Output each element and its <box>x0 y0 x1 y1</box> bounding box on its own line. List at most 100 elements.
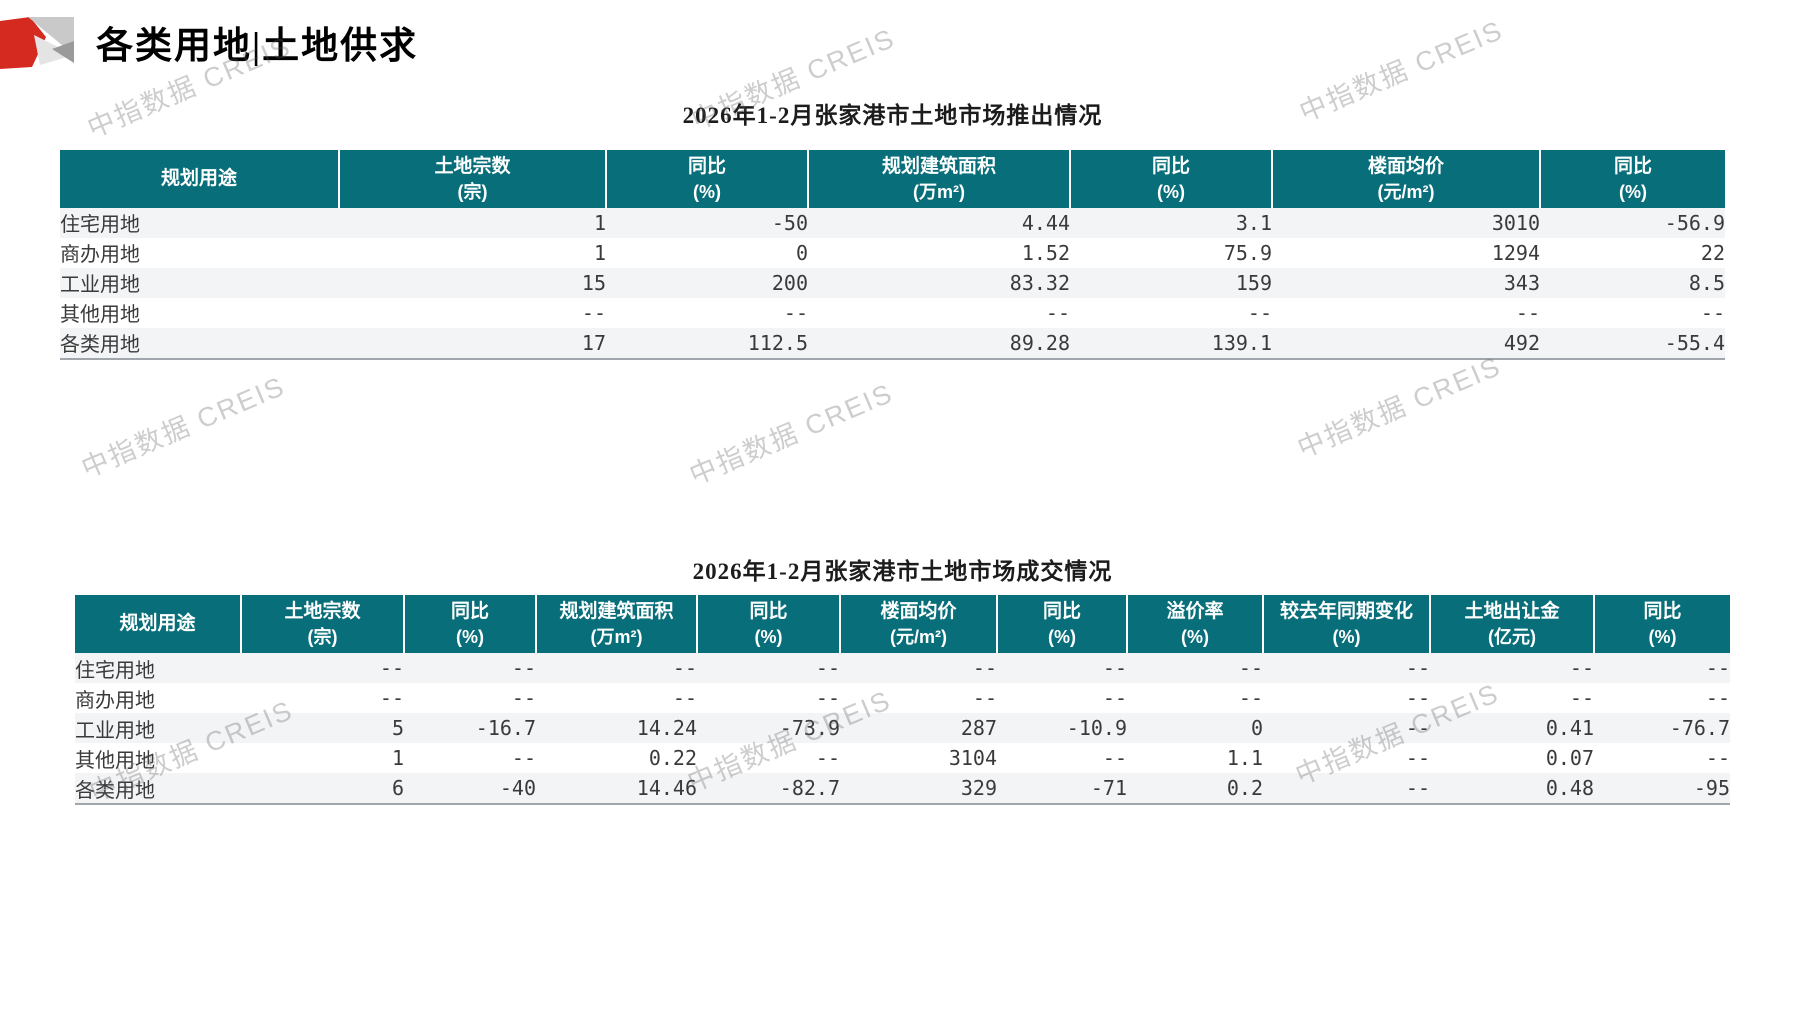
data-cell: -95 <box>1594 773 1730 805</box>
data-cell: -- <box>1263 653 1430 683</box>
data-cell: -- <box>404 653 536 683</box>
creis-logo-icon <box>0 17 74 69</box>
data-cell: 8.5 <box>1540 267 1725 298</box>
data-cell: -- <box>606 297 808 328</box>
data-cell: -- <box>1594 743 1730 773</box>
data-cell: 89.28 <box>808 327 1070 360</box>
column-header: 规划建筑面积 (万m²) <box>536 595 698 653</box>
data-cell: -- <box>536 683 697 713</box>
column-header: 较去年同期变化 (%) <box>1263 595 1431 653</box>
data-cell: 0.48 <box>1430 773 1594 805</box>
data-cell: -- <box>241 653 404 683</box>
column-header: 规划用途 <box>60 150 340 208</box>
column-header: 同比 (%) <box>1540 150 1725 208</box>
data-cell: -- <box>1272 297 1540 328</box>
data-cell: -- <box>697 743 840 773</box>
table-row: 其他用地 1 -- 0.22 -- 3104 -- 1.1 -- 0.07 -- <box>75 743 1730 773</box>
page-title: 各类用地|土地供求 <box>96 26 419 67</box>
data-cell: -- <box>1430 653 1594 683</box>
row-label: 商办用地 <box>60 237 339 268</box>
data-cell: -- <box>1263 743 1430 773</box>
data-cell: -- <box>1263 773 1430 805</box>
table-row: 工业用地 5 -16.7 14.24 -73.9 287 -10.9 0 -- 0.41 -76.7 <box>75 713 1730 743</box>
data-cell: -- <box>1594 683 1730 713</box>
data-cell: 1.1 <box>1127 743 1263 773</box>
row-label: 住宅用地 <box>60 207 339 238</box>
data-cell: 3010 <box>1272 207 1540 238</box>
data-cell: -- <box>241 683 404 713</box>
row-label: 工业用地 <box>60 267 339 298</box>
data-cell: -- <box>1070 297 1272 328</box>
column-header: 土地宗数 (宗) <box>339 150 607 208</box>
data-cell: -- <box>997 653 1127 683</box>
data-cell: -- <box>840 653 997 683</box>
header-row: 规划用途 土地宗数 (宗) 同比 (%) 规划建筑面积 (万m²) 同比 (%) 楼面均价 (元/m… <box>75 595 1730 653</box>
data-cell: 3104 <box>840 743 997 773</box>
data-cell: 0.07 <box>1430 743 1594 773</box>
data-cell: -76.7 <box>1594 713 1730 743</box>
data-cell: 0 <box>1127 713 1263 743</box>
watermark: 中指数据 CREIS <box>77 370 290 484</box>
data-cell: 1 <box>241 743 404 773</box>
data-cell: -16.7 <box>404 713 536 743</box>
data-cell: -50 <box>606 207 808 238</box>
data-cell: 112.5 <box>606 327 808 360</box>
data-cell: 0.22 <box>536 743 697 773</box>
data-cell: 22 <box>1540 237 1725 268</box>
row-label: 其他用地 <box>60 297 339 328</box>
data-cell: 1 <box>339 207 606 238</box>
data-cell: 343 <box>1272 267 1540 298</box>
data-cell: 329 <box>840 773 997 805</box>
data-cell: -82.7 <box>697 773 840 805</box>
column-header: 楼面均价 (元/m²) <box>1272 150 1541 208</box>
column-header: 土地出让金 (亿元) <box>1430 595 1595 653</box>
table-row: 住宅用地 1 -50 4.44 3.1 3010 -56.9 <box>60 207 1725 238</box>
data-cell: -- <box>697 653 840 683</box>
data-cell: 15 <box>339 267 606 298</box>
data-cell: -- <box>404 683 536 713</box>
data-cell: 6 <box>241 773 404 805</box>
column-header: 土地宗数 (宗) <box>241 595 405 653</box>
table-row: 各类用地 6 -40 14.46 -82.7 329 -71 0.2 -- 0.48 -95 <box>75 773 1730 805</box>
data-cell: -- <box>808 297 1070 328</box>
data-cell: -- <box>997 683 1127 713</box>
data-cell: -- <box>840 683 997 713</box>
header-row: 规划用途 土地宗数 (宗) 同比 (%) 规划建筑面积 (万m²) 同比 (%) 楼面均价 (元/m… <box>60 150 1725 208</box>
data-cell: 0 <box>606 237 808 268</box>
data-cell: 1 <box>339 237 606 268</box>
column-header: 同比 (%) <box>1070 150 1273 208</box>
data-cell: -- <box>536 653 697 683</box>
table-row: 各类用地 17 112.5 89.28 139.1 492 -55.4 <box>60 327 1725 360</box>
data-cell: 200 <box>606 267 808 298</box>
table-row: 商办用地 -- -- -- -- -- -- -- -- -- -- <box>75 683 1730 713</box>
data-cell: 17 <box>339 327 606 360</box>
data-cell: -- <box>1263 683 1430 713</box>
data-cell: -- <box>1594 653 1730 683</box>
data-cell: -40 <box>404 773 536 805</box>
column-header: 同比 (%) <box>997 595 1128 653</box>
data-cell: 83.32 <box>808 267 1070 298</box>
data-cell: -- <box>339 297 606 328</box>
watermark: 中指数据 CREIS <box>1293 350 1506 464</box>
column-header: 同比 (%) <box>1594 595 1730 653</box>
row-label: 其他用地 <box>75 743 241 773</box>
row-label: 各类用地 <box>75 773 241 805</box>
data-cell: 3.1 <box>1070 207 1272 238</box>
column-header: 规划建筑面积 (万m²) <box>808 150 1071 208</box>
column-header: 溢价率 (%) <box>1127 595 1264 653</box>
data-cell: 5 <box>241 713 404 743</box>
data-cell: -73.9 <box>697 713 840 743</box>
data-cell: -- <box>1127 683 1263 713</box>
watermark: 中指数据 CREIS <box>685 377 898 491</box>
column-header: 楼面均价 (元/m²) <box>840 595 998 653</box>
column-header: 同比 (%) <box>697 595 841 653</box>
table2-title: 2026年1-2月张家港市土地市场成交情况 <box>692 559 1113 584</box>
page-header: 各类用地|土地供求 <box>0 10 418 74</box>
table-row: 商办用地 1 0 1.52 75.9 1294 22 <box>60 237 1725 268</box>
data-cell: 14.24 <box>536 713 697 743</box>
row-label: 商办用地 <box>75 683 241 713</box>
data-cell: -- <box>1430 683 1594 713</box>
data-cell: 4.44 <box>808 207 1070 238</box>
data-cell: -55.4 <box>1540 327 1725 360</box>
data-cell: 14.46 <box>536 773 697 805</box>
